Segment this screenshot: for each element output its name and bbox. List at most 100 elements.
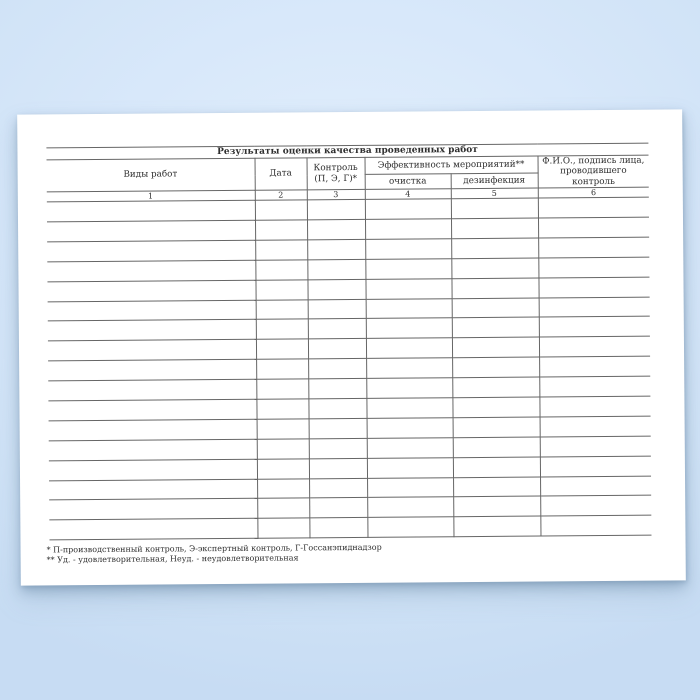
- empty-data-row: [49, 515, 652, 541]
- empty-cell: [309, 517, 368, 539]
- empty-cell: [366, 457, 454, 478]
- empty-cell: [308, 438, 367, 459]
- table-empty-rows: [46, 197, 652, 541]
- empty-cell: [540, 475, 652, 497]
- empty-cell: [452, 416, 540, 438]
- col-header-kontrol-line2: (П, Э, Г)*: [314, 173, 358, 184]
- empty-cell: [537, 217, 650, 238]
- empty-cell: [48, 458, 258, 481]
- column-number-4: 4: [364, 188, 451, 200]
- empty-cell: [47, 260, 256, 282]
- empty-cell: [307, 279, 366, 300]
- paper-sheet: Результаты оценки качества проведенных р…: [17, 109, 686, 586]
- empty-cell: [366, 437, 453, 459]
- empty-cell: [366, 357, 453, 379]
- empty-cell: [364, 198, 451, 220]
- empty-cell: [451, 317, 539, 339]
- empty-cell: [49, 498, 258, 521]
- empty-cell: [367, 517, 454, 538]
- empty-cell: [367, 477, 454, 498]
- empty-cell: [452, 456, 541, 478]
- results-table: Результаты оценки качества проведенных р…: [46, 143, 652, 541]
- col-header-data: Дата: [254, 157, 307, 191]
- column-number-3: 3: [306, 189, 365, 200]
- empty-cell: [255, 259, 308, 280]
- empty-cell: [365, 258, 452, 280]
- empty-cell: [537, 197, 650, 219]
- header-row-top: Виды работ Дата Контроль (П, Э, Г)* Эффе…: [46, 155, 649, 193]
- empty-cell: [538, 316, 650, 338]
- empty-cell: [453, 496, 541, 518]
- empty-cell: [539, 455, 652, 477]
- empty-cell: [538, 256, 650, 278]
- empty-cell: [307, 239, 366, 260]
- empty-cell: [257, 478, 310, 499]
- col-header-effektivnost: Эффективность мероприятий**: [364, 156, 538, 175]
- footnotes: * П-производственный контроль, Э-эксперт…: [47, 541, 652, 566]
- empty-cell: [365, 238, 452, 260]
- empty-cell: [365, 318, 452, 339]
- col-header-dezinfekciya: дезинфекция: [450, 173, 538, 189]
- empty-cell: [538, 237, 650, 258]
- empty-cell: [256, 378, 309, 400]
- empty-cell: [255, 319, 308, 340]
- col-header-fio-line2: проводившего контроль: [560, 166, 627, 188]
- column-number-2: 2: [254, 189, 307, 201]
- empty-cell: [309, 477, 368, 499]
- empty-cell: [365, 338, 453, 359]
- empty-cell: [48, 399, 257, 421]
- empty-cell: [306, 199, 365, 220]
- empty-cell: [367, 497, 454, 518]
- empty-cell: [254, 199, 307, 221]
- empty-cell: [49, 518, 258, 541]
- empty-cell: [451, 337, 540, 358]
- empty-cell: [364, 218, 452, 240]
- empty-cell: [308, 398, 367, 419]
- empty-cell: [450, 218, 539, 239]
- empty-cell: [309, 497, 368, 519]
- empty-cell: [256, 398, 309, 420]
- empty-cell: [48, 359, 257, 382]
- empty-cell: [255, 279, 308, 300]
- col-header-kontrol-line1: Контроль: [313, 163, 358, 174]
- empty-cell: [255, 339, 309, 360]
- empty-cell: [48, 379, 257, 401]
- col-header-ochistka: очистка: [364, 173, 451, 190]
- empty-cell: [306, 219, 366, 240]
- col-header-kontrol: Контроль (П, Э, Г)*: [306, 157, 365, 190]
- empty-cell: [47, 279, 256, 302]
- empty-cell: [366, 417, 453, 439]
- column-number-5: 5: [450, 188, 538, 199]
- empty-cell: [452, 377, 540, 398]
- empty-cell: [365, 278, 452, 299]
- empty-cell: [307, 318, 366, 340]
- empty-cell: [451, 257, 539, 279]
- empty-cell: [539, 435, 651, 457]
- empty-cell: [257, 518, 310, 539]
- empty-cell: [539, 416, 651, 437]
- empty-cell: [307, 338, 367, 360]
- empty-cell: [307, 259, 366, 280]
- empty-cell: [452, 436, 540, 458]
- empty-cell: [365, 298, 452, 319]
- empty-cell: [46, 200, 255, 222]
- col-header-fio-line1: Ф.И.О., подпись лица,: [542, 155, 645, 167]
- empty-cell: [366, 397, 453, 419]
- empty-cell: [256, 359, 309, 380]
- empty-cell: [47, 240, 256, 262]
- empty-cell: [450, 198, 538, 219]
- empty-cell: [453, 476, 541, 498]
- empty-cell: [47, 299, 256, 322]
- empty-cell: [538, 276, 650, 298]
- quality-assessment-form: Результаты оценки качества проведенных р…: [46, 143, 652, 566]
- col-header-fio: Ф.И.О., подпись лица, проводившего контр…: [537, 155, 649, 189]
- empty-cell: [366, 377, 453, 399]
- empty-cell: [48, 419, 257, 441]
- empty-cell: [451, 237, 539, 259]
- empty-cell: [47, 220, 256, 242]
- empty-cell: [452, 357, 540, 378]
- empty-cell: [539, 356, 651, 378]
- empty-cell: [47, 339, 257, 362]
- empty-cell: [451, 297, 539, 319]
